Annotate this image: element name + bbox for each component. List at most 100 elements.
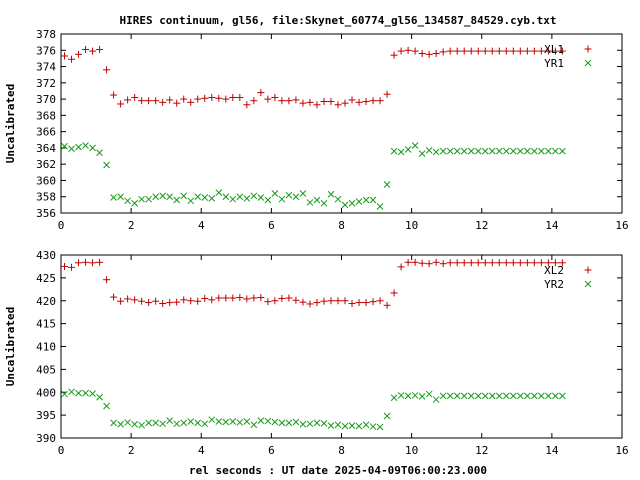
data-point: [558, 47, 566, 55]
data-point: [166, 96, 174, 104]
data-point: [292, 296, 300, 304]
data-point: [180, 296, 188, 304]
data-point: [481, 147, 489, 155]
data-point: [390, 51, 398, 59]
x-tick-label: 16: [615, 219, 628, 232]
data-point: [411, 258, 419, 266]
data-point: [229, 93, 237, 101]
data-point: [411, 47, 419, 55]
data-point: [110, 91, 118, 99]
data-point: [404, 146, 412, 153]
data-point: [362, 196, 370, 204]
data-point: [264, 95, 272, 103]
data-point: [530, 47, 538, 55]
data-point: [222, 193, 230, 201]
data-point: [481, 392, 489, 400]
data-point: [152, 97, 160, 105]
data-point: [145, 299, 153, 307]
data-point: [138, 421, 145, 429]
data-point: [75, 259, 83, 267]
data-point: [82, 45, 90, 53]
data-point: [334, 297, 342, 305]
data-point: [439, 392, 447, 400]
data-point: [215, 189, 223, 197]
x-tick-label: 4: [198, 444, 205, 457]
x-tick-label: 6: [268, 219, 275, 232]
legend-label: XL2: [544, 264, 564, 277]
series-XL1: [61, 45, 566, 109]
data-point: [369, 196, 377, 204]
data-point: [559, 147, 566, 155]
data-point: [250, 294, 258, 302]
data-point: [355, 98, 363, 106]
data-point: [488, 47, 496, 55]
data-point: [201, 94, 209, 102]
data-point: [509, 147, 517, 155]
data-point: [145, 419, 153, 427]
data-point: [110, 293, 118, 301]
data-point: [124, 96, 132, 104]
data-point: [551, 47, 559, 55]
data-point: [117, 297, 125, 305]
x-tick-label: 6: [268, 444, 275, 457]
data-point: [166, 417, 174, 424]
data-point: [523, 259, 531, 267]
data-point: [103, 161, 110, 169]
y-tick-label: 390: [36, 432, 56, 445]
data-point: [96, 45, 104, 53]
data-point: [285, 294, 293, 302]
legend-marker: [584, 59, 592, 67]
data-point: [446, 392, 454, 400]
data-point: [411, 142, 419, 149]
data-point: [173, 196, 181, 204]
data-point: [327, 422, 335, 430]
data-point: [502, 147, 510, 155]
data-point: [222, 294, 230, 302]
data-point: [327, 190, 335, 198]
data-point: [180, 192, 188, 200]
x-tick-label: 2: [128, 219, 135, 232]
data-point: [229, 294, 237, 302]
data-point: [271, 190, 279, 197]
data-point: [558, 259, 566, 267]
y-tick-label: 378: [36, 28, 56, 41]
data-point: [61, 142, 68, 150]
data-point: [453, 259, 461, 267]
data-point: [208, 195, 216, 202]
data-point: [313, 196, 321, 204]
data-point: [502, 47, 510, 55]
data-point: [439, 48, 447, 56]
x-tick-label: 8: [338, 444, 345, 457]
data-point: [355, 299, 363, 307]
data-point: [257, 417, 265, 424]
data-point: [159, 192, 167, 200]
data-point: [278, 97, 286, 105]
data-point: [313, 419, 321, 427]
data-point: [460, 392, 468, 400]
legend-marker: [584, 280, 592, 288]
data-point: [222, 95, 230, 103]
data-point: [61, 52, 69, 60]
data-point: [96, 258, 104, 266]
data-point: [418, 50, 426, 58]
data-point: [348, 299, 356, 307]
x-tick-label: 16: [615, 444, 628, 457]
data-point: [376, 203, 384, 210]
y-tick-label: 430: [36, 249, 56, 262]
data-point: [502, 392, 510, 400]
data-point: [320, 98, 328, 106]
y-tick-label: 410: [36, 341, 56, 354]
data-point: [467, 147, 475, 155]
data-point: [418, 259, 426, 267]
data-point: [215, 94, 223, 102]
data-point: [61, 390, 68, 398]
data-point: [250, 97, 258, 105]
data-point: [348, 422, 356, 430]
data-point: [530, 259, 538, 267]
data-point: [453, 47, 461, 55]
y-tick-label: 395: [36, 409, 56, 422]
data-point: [131, 93, 139, 101]
legend-label: YR1: [544, 57, 564, 70]
data-point: [264, 417, 272, 425]
data-point: [82, 142, 89, 149]
